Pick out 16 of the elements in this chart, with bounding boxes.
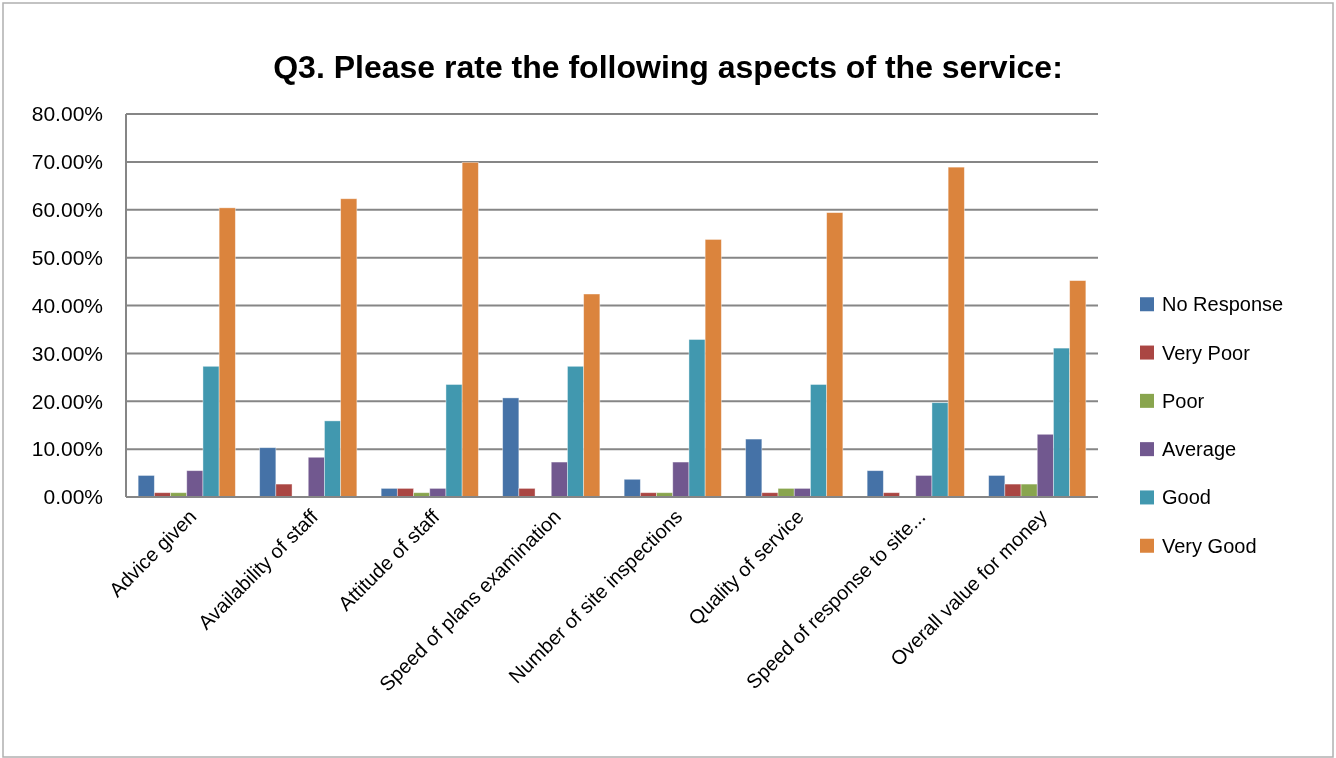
- y-tick-label: 20.00%: [31, 389, 103, 413]
- y-tick-label: 0.00%: [43, 485, 103, 509]
- y-tick-label: 50.00%: [31, 245, 103, 269]
- y-tick-label: 40.00%: [31, 293, 103, 317]
- chart-title: Q3. Please rate the following aspects of the service:: [273, 49, 1063, 85]
- legend-label: Poor: [1162, 389, 1205, 412]
- legend-label: No Response: [1162, 293, 1284, 316]
- y-tick-label: 70.00%: [31, 150, 103, 174]
- legend-label: Very Good: [1162, 534, 1257, 557]
- legend-label: Average: [1162, 438, 1237, 461]
- y-tick-label: 30.00%: [31, 341, 103, 365]
- y-tick-label: 80.00%: [31, 102, 103, 126]
- legend-label: Good: [1162, 486, 1211, 509]
- y-tick-label: 10.00%: [31, 437, 103, 461]
- legend-label: Very Poor: [1162, 341, 1251, 364]
- y-tick-label: 60.00%: [31, 198, 103, 222]
